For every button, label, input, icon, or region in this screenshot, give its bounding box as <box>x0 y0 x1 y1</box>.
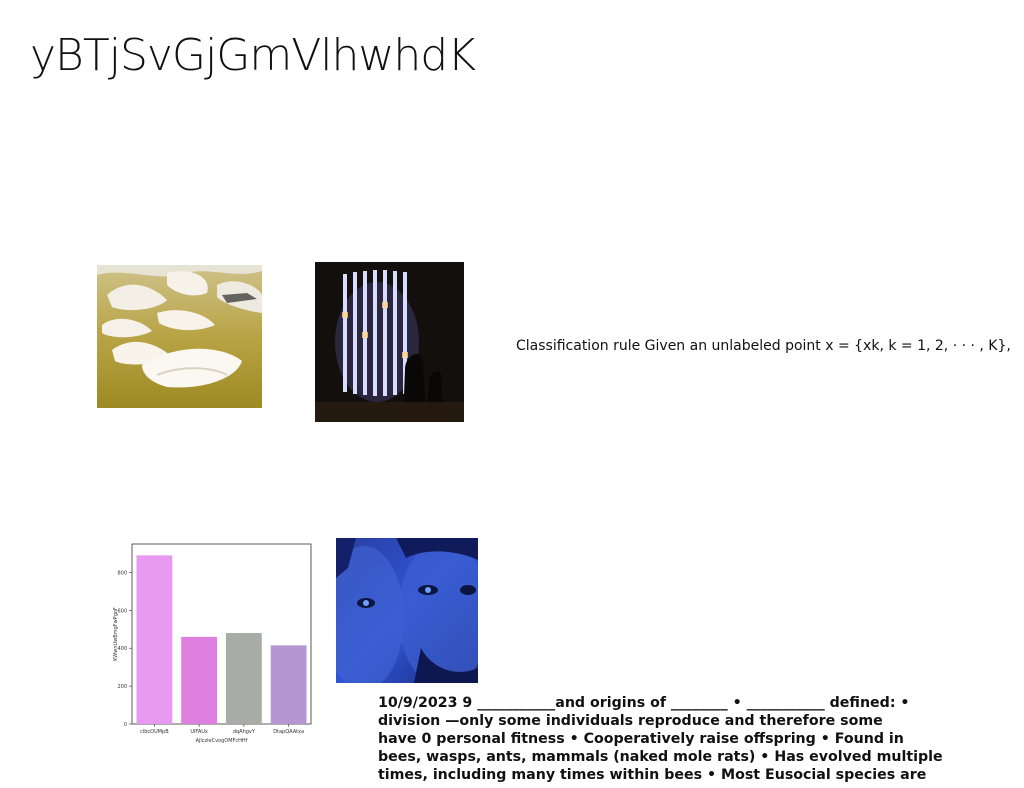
x-tick-label: UlFAUx <box>190 729 208 735</box>
x-tick-label: DtapQAAtxa <box>273 729 304 735</box>
body-line: have 0 personal fitness • Cooperatively … <box>378 731 904 747</box>
bar-chart: 0 200 400 600 800 clbcOUMpB UlFAUx dqAhgvY DtapQ… <box>108 537 320 749</box>
body-line: bees, wasps, ants, mammals (naked mole r… <box>378 749 943 765</box>
body-paragraph: 10/9/2023 9 ___________and origins of __… <box>378 694 946 784</box>
plot-frame <box>131 543 312 725</box>
y-tick-label: 0 <box>124 722 127 728</box>
body-line: division —only some individuals reproduc… <box>378 713 883 729</box>
y-tick-label: 400 <box>117 646 127 652</box>
y-axis-label: KWwnUwBmgFwPgoF <box>113 607 119 661</box>
bar <box>270 645 307 724</box>
caption-text: Classification rule Given an unlabeled p… <box>516 338 1011 354</box>
body-line: 10/9/2023 9 ___________and origins of __… <box>378 695 910 711</box>
bar <box>225 633 262 724</box>
faces-photo <box>336 538 478 683</box>
light-installation-photo <box>315 262 464 422</box>
body-line: times, including many times within bees … <box>378 767 927 783</box>
ice-sculpture-photo <box>97 265 262 408</box>
y-tick-label: 800 <box>117 570 127 576</box>
y-tick-label: 200 <box>117 684 127 690</box>
x-tick-label: dqAhgvY <box>233 729 256 735</box>
bar <box>181 636 218 724</box>
y-tick-label: 600 <box>117 608 127 614</box>
x-axis-label: AjlczieCvogOMFcHHf <box>196 738 248 744</box>
page-title: yBTjSvGjGmVlhwhdK <box>30 30 476 81</box>
x-tick-label: clbcOUMpB <box>140 729 169 735</box>
bar <box>136 555 173 724</box>
